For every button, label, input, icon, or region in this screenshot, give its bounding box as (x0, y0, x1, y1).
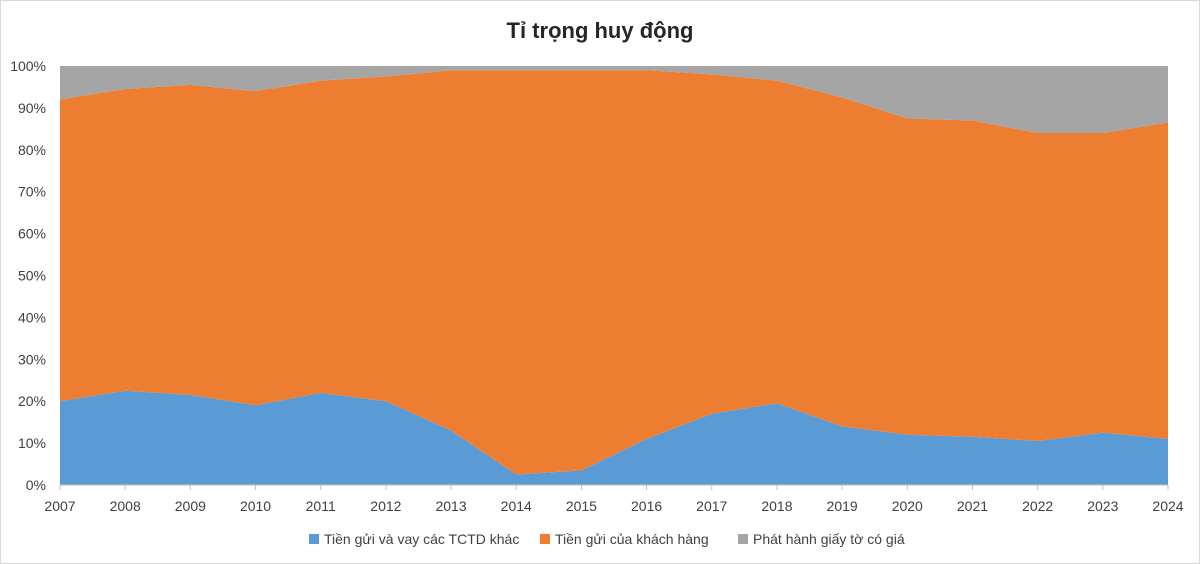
y-tick-label: 0% (26, 477, 46, 493)
plot-area (60, 66, 1168, 485)
area-series-1 (60, 390, 1168, 485)
legend-label-1: Tiền gửi và vay các TCTD khác (324, 531, 519, 547)
x-tick-label: 2019 (827, 498, 858, 514)
legend: Tiền gửi và vay các TCTD khác Tiền gửi củ… (309, 531, 905, 547)
x-tick-label: 2017 (696, 498, 727, 514)
y-tick-label: 50% (18, 268, 46, 284)
x-tick-label: 2014 (501, 498, 532, 514)
x-tick-label: 2010 (240, 498, 271, 514)
legend-swatch-2 (540, 534, 550, 544)
x-tick-label: 2023 (1087, 498, 1118, 514)
x-tick-label: 2013 (435, 498, 466, 514)
x-tick-label: 2016 (631, 498, 662, 514)
y-tick-label: 100% (10, 58, 46, 74)
y-tick-label: 80% (18, 142, 46, 158)
chart-title: Tỉ trọng huy động (507, 18, 694, 43)
area-series-2 (60, 70, 1168, 475)
y-tick-label: 60% (18, 226, 46, 242)
y-tick-label: 40% (18, 309, 46, 325)
x-tick-label: 2015 (566, 498, 597, 514)
y-axis: 0% 10% 20% 30% 40% 50% 60% 70% 80% 90% 100% (10, 58, 46, 493)
x-tick-label: 2011 (306, 498, 336, 514)
x-axis: 2007 2008 2009 2010 2011 2012 2013 2014 2015 2016… (44, 484, 1184, 514)
legend-swatch-1 (309, 534, 319, 544)
y-tick-label: 10% (18, 435, 46, 451)
x-tick-label: 2020 (892, 498, 923, 514)
x-tick-label: 2024 (1152, 498, 1183, 514)
y-tick-label: 70% (18, 184, 46, 200)
x-tick-label: 2007 (44, 498, 75, 514)
y-tick-label: 20% (18, 393, 46, 409)
legend-label-3: Phát hành giấy tờ có giá (753, 531, 905, 547)
legend-label-2: Tiền gửi của khách hàng (555, 531, 709, 547)
y-tick-label: 30% (18, 351, 46, 367)
x-tick-label: 2008 (110, 498, 141, 514)
legend-swatch-3 (738, 534, 748, 544)
x-tick-label: 2009 (175, 498, 206, 514)
area-series-3 (60, 66, 1168, 134)
y-tick-label: 90% (18, 100, 46, 116)
x-tick-label: 2018 (761, 498, 792, 514)
x-tick-label: 2012 (370, 498, 401, 514)
x-tick-label: 2021 (957, 498, 988, 514)
x-tick-label: 2022 (1022, 498, 1053, 514)
